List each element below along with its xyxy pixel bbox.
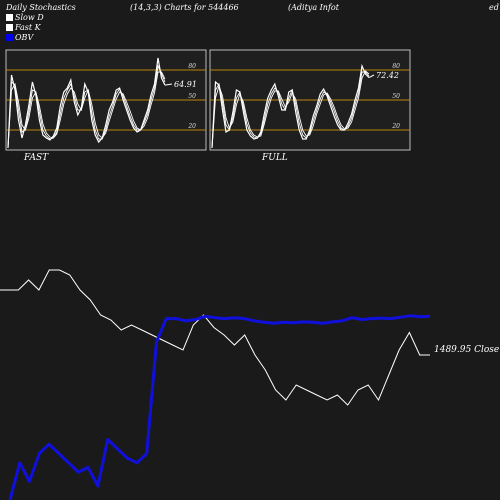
chart-title-right: (Aditya Infot xyxy=(288,3,340,12)
fast-level-label-50: 50 xyxy=(188,93,196,100)
fast-level-label-80: 80 xyxy=(188,63,196,70)
chart-title-edge: ed xyxy=(489,3,499,12)
full-last-value-pointer xyxy=(368,74,375,79)
fast-level-label-20: 20 xyxy=(187,123,196,130)
legend-swatch-slow-d xyxy=(6,14,13,21)
chart-title-left: Daily Stochastics xyxy=(5,3,76,12)
full-series-line-2 xyxy=(211,70,370,149)
fast-last-value-label: 64.91 xyxy=(174,80,197,89)
legend-label-obv: OBV xyxy=(15,33,34,42)
full-panel-label: FULL xyxy=(261,153,288,163)
close-price-label: 1489.95 Close xyxy=(434,345,499,355)
chart-title-middle: (14,3,3) Charts for 544466 xyxy=(130,3,239,12)
full-stochastic-panel: FULL 72.42 20 50 80 xyxy=(209,49,411,163)
fast-series-line-2 xyxy=(7,71,166,149)
full-series-line-1 xyxy=(211,71,370,149)
full-level-label-50: 50 xyxy=(392,93,400,100)
legend: Slow D Fast K OBV xyxy=(6,13,44,42)
legend-swatch-fast-k xyxy=(6,24,13,31)
legend-label-slow-d: Slow D xyxy=(15,13,44,22)
close-price-line xyxy=(0,269,430,406)
fast-series-line-0 xyxy=(7,57,166,149)
fast-series-line-1 xyxy=(7,64,166,149)
fast-last-value-pointer xyxy=(164,83,173,86)
full-series-line-0 xyxy=(211,63,370,149)
full-last-value-label: 72.42 xyxy=(376,71,399,80)
full-level-label-80: 80 xyxy=(392,63,400,70)
legend-label-fast-k: Fast K xyxy=(14,23,42,32)
fast-stochastic-panel: FAST 64.91 20 50 80 xyxy=(5,49,207,163)
price-obv-chart: 1489.95 Close xyxy=(0,269,499,500)
legend-swatch-obv xyxy=(6,34,13,41)
fast-panel-label: FAST xyxy=(23,153,49,163)
full-level-label-20: 20 xyxy=(391,123,400,130)
obv-line xyxy=(8,314,431,500)
